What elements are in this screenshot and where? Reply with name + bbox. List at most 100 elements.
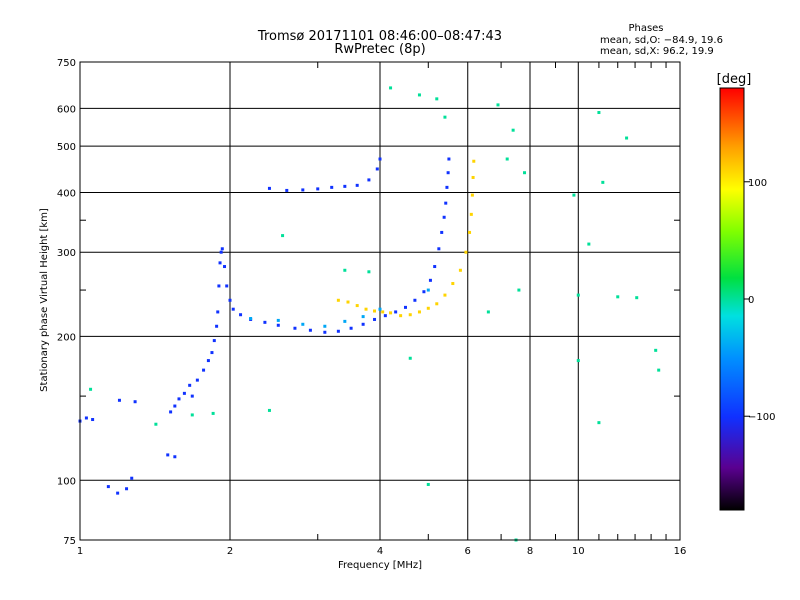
chart-subtitle: RwPretec (8p) [334, 42, 425, 57]
data-point [323, 324, 327, 328]
data-point [383, 314, 387, 318]
data-point [212, 339, 216, 343]
data-point [308, 328, 312, 332]
data-point [89, 387, 93, 391]
data-point [417, 93, 421, 97]
data-point [91, 418, 95, 422]
y-tick-label: 500 [57, 142, 76, 153]
colorbar-tick-label: 100 [748, 178, 767, 189]
colorbar-ticks: 100 0 −100 [744, 178, 775, 423]
stats-x-mode: mean, sd,X: 96.2, 19.9 [600, 46, 714, 57]
y-tick-label: 600 [57, 104, 76, 115]
data-point [597, 111, 601, 115]
data-point [173, 455, 177, 459]
data-point [225, 284, 229, 288]
data-point [177, 397, 181, 401]
x-axis-label: Frequency [MHz] [338, 560, 422, 571]
x-tick-label: 4 [377, 546, 383, 557]
data-point [293, 326, 297, 330]
data-point [336, 298, 340, 302]
data-point [394, 310, 398, 314]
x-tick-label: 10 [572, 546, 585, 557]
x-tick-label: 16 [674, 546, 687, 557]
chart-title: Tromsø 20171101 08:46:00–08:47:43 [257, 29, 502, 44]
y-tick-label: 200 [57, 332, 76, 343]
data-point [443, 293, 447, 297]
data-point [373, 309, 377, 313]
data-point [417, 310, 421, 314]
data-point [166, 453, 170, 457]
data-point [281, 234, 285, 238]
data-point [276, 318, 280, 322]
data-point [361, 315, 365, 319]
data-point [440, 230, 444, 234]
data-point [378, 307, 382, 311]
data-point [601, 180, 605, 184]
data-point [572, 193, 576, 197]
data-point [211, 411, 215, 415]
data-point [511, 128, 515, 132]
data-point [597, 421, 601, 425]
data-point [364, 307, 368, 311]
data-point [381, 310, 385, 314]
data-point [188, 383, 192, 387]
data-point [625, 136, 629, 140]
data-point [378, 157, 382, 161]
data-point [239, 313, 243, 317]
x-tick-label: 1 [77, 546, 83, 557]
data-point [437, 247, 441, 251]
data-point [217, 284, 221, 288]
data-point [464, 250, 468, 254]
data-point [84, 416, 88, 420]
data-point [355, 304, 359, 308]
data-point [349, 326, 353, 330]
data-point [523, 171, 527, 175]
data-point [173, 404, 177, 408]
data-point [413, 298, 417, 302]
x-tick-label: 8 [527, 546, 533, 557]
data-point [472, 159, 476, 163]
data-point [190, 394, 194, 398]
data-point [206, 359, 210, 363]
data-point [517, 288, 521, 292]
data-point [154, 422, 158, 426]
data-point [285, 188, 289, 192]
data-point [301, 322, 305, 326]
data-point [408, 313, 412, 317]
data-point [426, 482, 430, 486]
data-point [576, 293, 580, 297]
data-point [116, 491, 120, 495]
data-point [426, 306, 430, 310]
data-point [343, 319, 347, 323]
data-point [435, 302, 439, 306]
data-point [219, 250, 223, 254]
y-axis-label: Stationary phase Virtual Height [km] [39, 208, 50, 392]
data-point [426, 288, 430, 292]
data-point [654, 348, 658, 352]
data-point [458, 268, 462, 272]
data-point [316, 187, 320, 191]
data-point [435, 97, 439, 101]
data-point [231, 307, 235, 311]
data-point [616, 295, 620, 299]
data-point [169, 410, 173, 414]
data-point [471, 175, 475, 179]
data-point [447, 157, 451, 161]
y-tick-label: 400 [57, 188, 76, 199]
data-point [361, 322, 365, 326]
data-point [355, 183, 359, 187]
data-point [389, 86, 393, 90]
data-point [263, 320, 267, 324]
data-point [375, 167, 379, 171]
data-point [106, 485, 110, 489]
data-point [117, 398, 121, 402]
data-point [469, 212, 473, 216]
data-point [215, 324, 219, 328]
colorbar-label: [deg] [717, 72, 752, 87]
y-tick-label: 75 [63, 536, 76, 547]
colorbar-tick-label: 0 [748, 295, 754, 306]
data-point [399, 314, 403, 318]
data-point [216, 310, 220, 314]
colorbar [719, 87, 745, 511]
data-point [343, 184, 347, 188]
